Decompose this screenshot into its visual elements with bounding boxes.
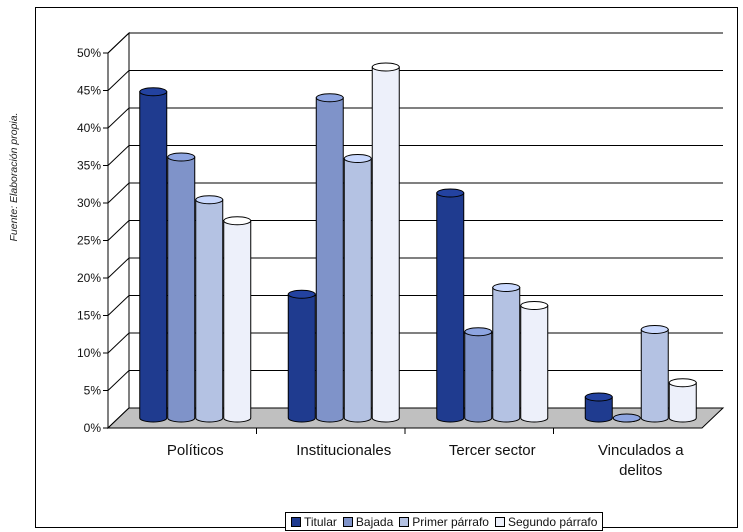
bar bbox=[612, 413, 641, 423]
bar bbox=[520, 301, 549, 423]
gridline-side bbox=[107, 332, 130, 354]
y-tick-label: 10% bbox=[77, 346, 101, 360]
bar bbox=[223, 216, 252, 423]
gridline-side bbox=[107, 32, 130, 54]
y-tick-label: 35% bbox=[77, 159, 101, 173]
floor bbox=[106, 407, 725, 429]
legend-item: Primer párrafo bbox=[399, 515, 489, 529]
y-tick-label: 40% bbox=[77, 121, 101, 135]
legend-label: Segundo párrafo bbox=[507, 514, 598, 529]
x-category-label: Políticos bbox=[167, 442, 224, 459]
bar bbox=[436, 188, 465, 423]
legend-item: Bajada bbox=[342, 514, 394, 529]
y-tick-label: 0% bbox=[84, 421, 102, 435]
bar bbox=[640, 325, 669, 423]
bar bbox=[195, 195, 224, 423]
x-axis-categories: Políticos Institucionales Tercer sector Vin… bbox=[167, 428, 684, 479]
legend-label: Titular bbox=[304, 514, 337, 529]
y-tick-label: 5% bbox=[84, 384, 102, 398]
y-tick-label: 20% bbox=[77, 271, 101, 285]
bar bbox=[668, 378, 697, 423]
bar bbox=[343, 154, 372, 423]
legend-swatch bbox=[342, 516, 353, 527]
gridline-side bbox=[107, 295, 130, 316]
legend-swatch bbox=[494, 516, 505, 527]
chart-floor bbox=[106, 407, 725, 429]
x-category-label: Tercer sector bbox=[449, 442, 536, 459]
bar bbox=[464, 327, 493, 423]
chart-frame: 0% 5% 10% 15% 20% 25% 30% 35% 40% 45% 50% Político… bbox=[35, 7, 738, 531]
gridline-side bbox=[107, 370, 130, 391]
y-tick-label: 30% bbox=[77, 196, 101, 210]
legend-label: Primer párrafo bbox=[412, 514, 489, 529]
gridline-side bbox=[107, 220, 130, 241]
legend-label: Bajada bbox=[355, 514, 394, 529]
legend-item: Titular bbox=[291, 515, 337, 529]
y-tick-label: 45% bbox=[77, 84, 101, 98]
bar bbox=[167, 152, 196, 423]
source-note-text: Fuente: Elaboración propia. bbox=[8, 113, 20, 242]
x-category-label: Vinculados a delitos bbox=[598, 442, 684, 479]
legend-item: Segundo párrafo bbox=[494, 514, 598, 529]
gridline-side bbox=[107, 107, 130, 129]
source-note: Fuente: Elaboración propia. bbox=[8, 113, 20, 242]
gridline-side bbox=[107, 257, 130, 279]
gridline-side bbox=[107, 70, 130, 91]
gridline-side bbox=[107, 182, 130, 204]
bar bbox=[139, 87, 168, 423]
x-category-label: Institucionales bbox=[296, 442, 391, 459]
bar bbox=[315, 93, 344, 423]
gridline-side bbox=[107, 145, 130, 166]
chart-canvas: 0% 5% 10% 15% 20% 25% 30% 35% 40% 45% 50% Político… bbox=[77, 31, 725, 479]
bar bbox=[287, 289, 316, 423]
y-tick-label: 25% bbox=[77, 234, 101, 248]
bar bbox=[584, 392, 613, 423]
y-tick-label: 15% bbox=[77, 309, 101, 323]
y-axis-ticks: 0% 5% 10% 15% 20% 25% 30% 35% 40% 45% 50% bbox=[77, 46, 109, 435]
bar bbox=[371, 62, 400, 423]
bar bbox=[492, 283, 521, 423]
legend: Titular Bajada Primer párrafo Segundo párra… bbox=[285, 512, 604, 531]
legend-swatch bbox=[399, 516, 410, 527]
y-tick-label: 50% bbox=[77, 46, 101, 60]
legend-swatch bbox=[291, 516, 301, 527]
bars bbox=[139, 62, 697, 423]
